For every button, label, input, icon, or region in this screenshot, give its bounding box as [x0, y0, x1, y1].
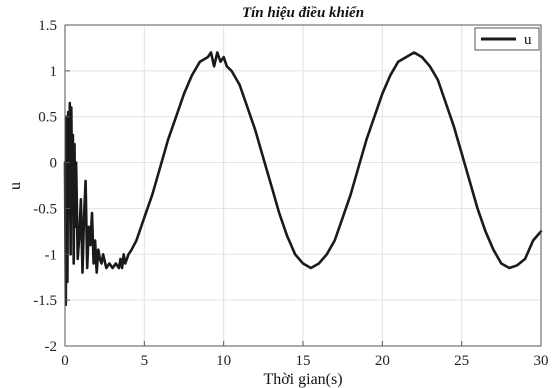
y-tick-label: 1	[50, 64, 58, 80]
y-axis-label: u	[7, 182, 24, 190]
y-tick-label: 0.5	[38, 110, 57, 126]
legend-label-u: u	[524, 32, 532, 48]
series-layer	[63, 51, 543, 307]
x-tick-label: 30	[534, 353, 549, 369]
x-tick-label: 0	[61, 353, 69, 369]
y-tick-label: 1.5	[38, 18, 57, 34]
x-tick-label: 25	[454, 353, 469, 369]
chart-title: Tín hiệu điều khiển	[242, 5, 364, 21]
y-tick-label: 0	[50, 156, 58, 172]
legend: u	[474, 27, 540, 51]
y-tick-label: -2	[45, 339, 58, 355]
x-tick-label: 10	[216, 353, 231, 369]
x-tick-label: 20	[375, 353, 390, 369]
x-axis-label: Thời gian(s)	[263, 371, 342, 388]
ticks: 0 5 10 15 20 25 30 -2 -1.5 -1 -0.5 0 0.5 1 1.5	[33, 18, 548, 369]
y-tick-label: -0.5	[33, 201, 57, 217]
series-line-u	[63, 51, 543, 307]
x-tick-label: 5	[141, 353, 149, 369]
y-tick-label: -1	[45, 247, 58, 263]
x-tick-label: 15	[296, 353, 311, 369]
y-tick-label: -1.5	[33, 293, 57, 309]
